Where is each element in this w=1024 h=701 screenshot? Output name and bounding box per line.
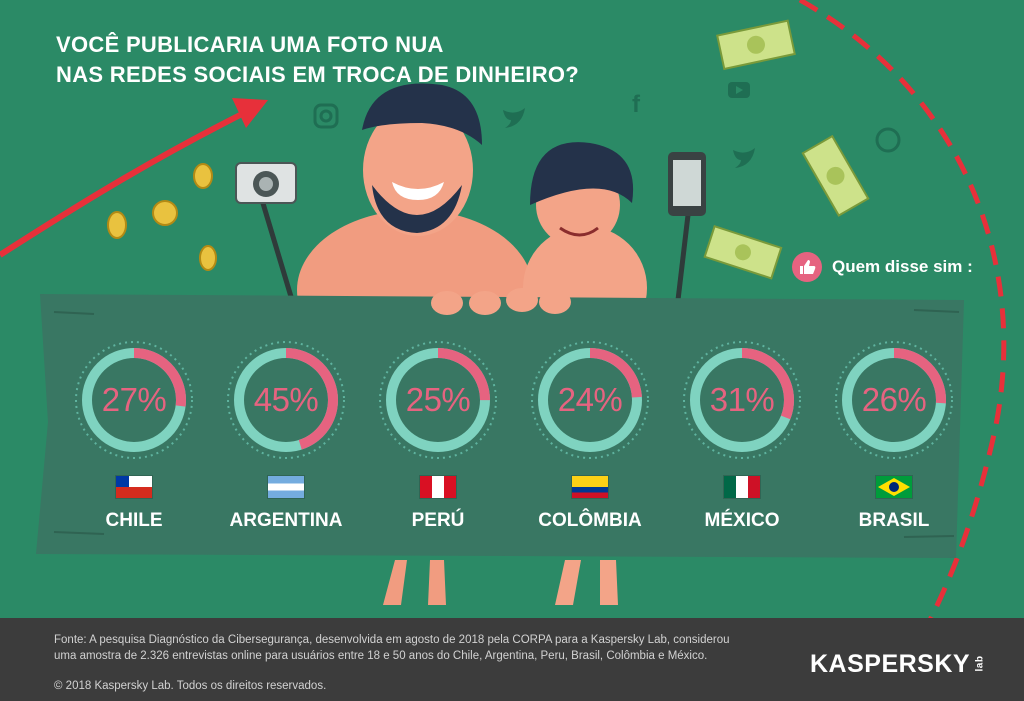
donut [75,341,193,459]
country-label-peru: PERÚ [411,510,465,531]
percent-label: 26% [861,381,927,418]
kaspersky-logo: KASPERSKY lab [810,650,986,679]
donut-fill [82,348,186,452]
country-label-brazil: BRASIL [858,510,930,531]
donut [531,341,649,459]
banknote-icon [801,134,870,217]
logo-suffix: lab [974,655,986,672]
banknote-icon [703,225,783,280]
social-icons: f [313,82,901,168]
stat-mexico: 31% [682,340,802,498]
donut-fill [538,348,642,452]
twitter-icon-2 [733,148,755,168]
donut [227,341,345,459]
logo-text: KASPERSKY [810,650,971,678]
donut [379,341,497,459]
chile-flag [116,476,152,498]
footer: Fonte: A pesquisa Diagnóstico da Ciberse… [0,618,1024,701]
headline-line-2: NAS REDES SOCIAIS EM TROCA DE DINHEIRO? [56,62,580,87]
ring-chart: 26% [834,340,954,460]
argentina-flag [268,476,304,498]
percent-label: 27% [101,381,167,418]
donut-fill [386,348,490,452]
youtube-icon [728,82,750,98]
legend-label: Quem disse sim : [832,257,973,276]
stat-chile: 27% [74,340,194,498]
ring-chart: 24% [530,340,650,460]
coin-icon [193,163,213,189]
stat-brazil: 26% [834,340,954,498]
ring-chart: 25% [378,340,498,460]
ring-chart: 45% [226,340,346,460]
twitter-icon [503,108,525,128]
money-decoration [107,19,870,280]
smartphone-icon [668,152,706,216]
copyright: © 2018 Kaspersky Lab. Todos os direitos … [54,680,327,692]
mexico-flag [724,476,760,498]
stat-peru: 25% [378,340,498,498]
source-line-1: Fonte: A pesquisa Diagnóstico da Ciberse… [54,634,730,646]
peru-flag [420,476,456,498]
source-line-2: uma amostra de 2.326 entrevistas online … [54,650,708,662]
country-label-argentina: ARGENTINA [229,510,343,531]
stat-colombia: 24% [530,340,650,498]
stat-argentina: 45% [226,340,346,498]
country-label-mexico: MÉXICO [704,510,780,531]
donut-fill [234,348,338,452]
country-label-chile: CHILE [105,510,163,531]
headline-line-1: VOCÊ PUBLICARIA UMA FOTO NUA [56,32,444,57]
percent-label: 25% [405,381,471,418]
donut-fill [690,348,794,452]
legend: Quem disse sim : [792,252,973,282]
camera-icon [235,162,297,204]
banknote-icon [716,19,796,71]
percent-label: 31% [709,381,775,418]
headline: VOCÊ PUBLICARIA UMA FOTO NUA NAS REDES S… [56,30,579,90]
instagram-icon [313,103,339,129]
arrow-icon [0,107,252,258]
ring-chart: 27% [74,340,194,460]
country-label-colombia: COLÔMBIA [538,510,642,531]
percent-label: 24% [557,381,623,418]
facebook-icon: f [632,91,641,118]
ring-chart: 31% [682,340,802,460]
source-note: Fonte: A pesquisa Diagnóstico da Ciberse… [54,632,774,664]
coin-icon [107,211,127,239]
coin-icon [152,200,178,226]
coin-icon [199,245,217,271]
brazil-flag [876,476,912,498]
colombia-flag [572,476,608,498]
percent-label: 45% [253,381,319,418]
donut-fill [842,348,946,452]
donut [683,341,801,459]
donut [835,341,953,459]
thumbs-up-icon [792,252,822,282]
whatsapp-icon [875,127,901,153]
